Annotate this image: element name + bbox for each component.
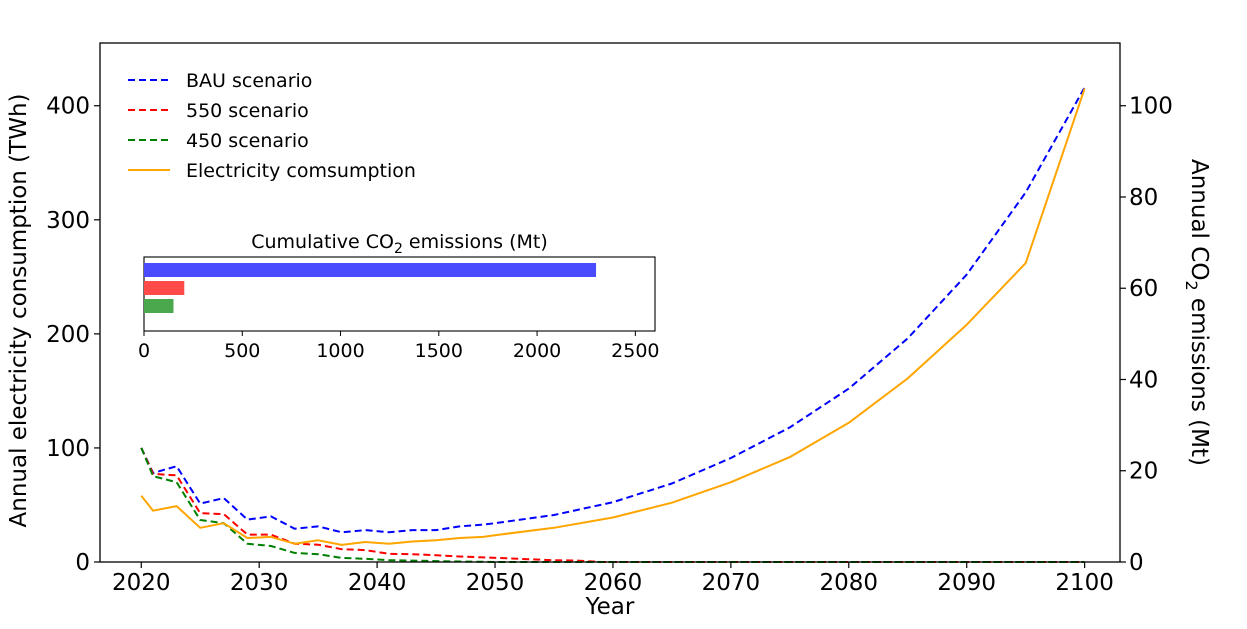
y-left-axis-title: Annual electricity consumption (TWh)	[6, 94, 32, 528]
y-right-title-prefix: Annual CO	[1186, 159, 1212, 280]
plot-frame	[99, 42, 1121, 563]
legend-label: 450 scenario	[186, 130, 309, 152]
series-line-450-scenario	[140, 447, 1085, 563]
y-right-title-suffix: emissions (Mt)	[1186, 291, 1212, 466]
x-tick-label: 2040	[348, 570, 407, 596]
inset-bar-bau-scenario	[144, 263, 597, 277]
inset-x-tick-label: 2000	[513, 340, 561, 362]
x-tick-label: 2090	[937, 570, 996, 596]
series-line-electricity-comsumption	[140, 88, 1086, 546]
y-right-tick-label: 40	[1129, 367, 1158, 393]
series-line-550-scenario	[140, 447, 1085, 563]
series-line-bau-scenario	[140, 87, 1086, 534]
legend-label: 550 scenario	[186, 100, 309, 122]
inset-x-tick-label: 2500	[611, 340, 659, 362]
inset-title-prefix: Cumulative CO	[251, 231, 394, 253]
inset-title-suffix: emissions (Mt)	[403, 231, 548, 253]
y-left-tick-label: 300	[46, 208, 90, 234]
x-tick-label: 2020	[112, 570, 171, 596]
legend-label: BAU scenario	[186, 70, 312, 92]
inset-x-tick-label: 1500	[415, 340, 463, 362]
inset-bar-450-scenario	[144, 299, 174, 313]
x-tick-label: 2070	[702, 570, 761, 596]
y-right-tick-label: 0	[1129, 550, 1144, 576]
inset-title-subscript: 2	[394, 241, 403, 257]
y-right-title-subscript: 2	[1182, 280, 1201, 290]
x-tick-label: 2080	[820, 570, 879, 596]
y-right-tick-label: 100	[1129, 94, 1173, 120]
y-right-axis-title: Annual CO2 emissions (Mt)	[1182, 159, 1212, 466]
y-right-tick-label: 20	[1129, 459, 1158, 485]
y-left-tick-label: 400	[46, 94, 90, 120]
y-right-tick-label: 60	[1129, 276, 1158, 302]
x-tick-label: 2030	[230, 570, 289, 596]
y-left-tick-label: 200	[46, 322, 90, 348]
inset-x-tick-label: 0	[138, 340, 150, 362]
inset-x-tick-label: 500	[224, 340, 260, 362]
inset-x-tick-label: 1000	[316, 340, 364, 362]
y-left-tick-label: 100	[46, 436, 90, 462]
x-axis-title: Year	[585, 594, 635, 620]
x-tick-label: 2050	[466, 570, 525, 596]
x-tick-label: 2060	[584, 570, 643, 596]
inset-title: Cumulative CO2 emissions (Mt)	[251, 231, 548, 257]
y-right-tick-label: 80	[1129, 185, 1158, 211]
inset-bar-550-scenario	[144, 281, 185, 295]
legend-label: Electricity comsumption	[186, 160, 416, 182]
x-tick-label: 2100	[1055, 570, 1114, 596]
inset-chart: 0 500 1000 1500 2000 2500 Cumulative CO2 emiss…	[138, 231, 660, 362]
legend: BAU scenario 550 scenario 450 scenario Elec…	[128, 70, 416, 182]
y-left-tick-label: 0	[75, 550, 90, 576]
